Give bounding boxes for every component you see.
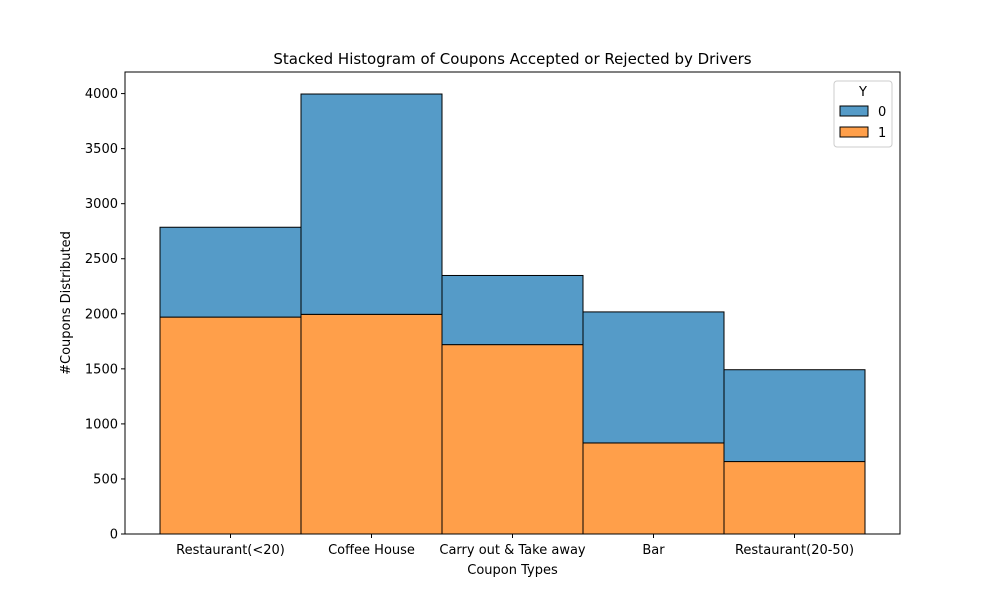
bar-2-y0 <box>441 274 584 346</box>
bar-1-y1 <box>300 313 443 535</box>
y-tick-label-6: 3000 <box>85 197 118 212</box>
bar-4-y0 <box>723 369 866 463</box>
bar-3-y1 <box>582 442 725 535</box>
bar-0-y1 <box>159 316 302 535</box>
y-tick-label-0: 0 <box>110 528 118 543</box>
legend-title: Y <box>858 85 867 100</box>
bar-0-y0 <box>159 226 302 318</box>
legend-swatch-0 <box>839 105 869 117</box>
bar-3-y0 <box>582 311 725 444</box>
x-tick-label-1: Coffee House <box>328 543 415 558</box>
bars-group <box>159 93 866 535</box>
x-axis-label: Coupon Types <box>467 563 558 578</box>
legend-label-0: 0 <box>878 105 886 120</box>
y-tick-label-5: 2500 <box>85 252 118 267</box>
y-tick-label-1: 500 <box>93 472 118 487</box>
legend-label-1: 1 <box>878 126 886 141</box>
x-tick-label-3: Bar <box>642 543 665 558</box>
y-tick-label-7: 3500 <box>85 142 118 157</box>
bar-2-y1 <box>441 344 584 535</box>
legend-swatch-1 <box>839 126 869 138</box>
bar-4-y1 <box>723 461 866 535</box>
y-axis: 0 500 1000 1500 2000 2500 3000 3500 4000 <box>85 87 125 543</box>
y-tick-label-4: 2000 <box>85 307 118 322</box>
x-tick-label-4: Restaurant(20-50) <box>735 543 854 558</box>
x-axis: Restaurant(<20) Coffee House Carry out & T… <box>176 534 854 558</box>
bar-1-y0 <box>300 93 443 315</box>
chart-title: Stacked Histogram of Coupons Accepted or… <box>273 50 751 68</box>
x-tick-label-0: Restaurant(<20) <box>176 543 285 558</box>
y-axis-label: #Coupons Distributed <box>59 231 74 375</box>
y-tick-label-8: 4000 <box>85 87 118 102</box>
legend: Y 0 1 <box>833 80 893 148</box>
y-tick-label-2: 1000 <box>85 417 118 432</box>
x-tick-label-2: Carry out & Take away <box>439 543 586 558</box>
y-tick-label-3: 1500 <box>85 362 118 377</box>
